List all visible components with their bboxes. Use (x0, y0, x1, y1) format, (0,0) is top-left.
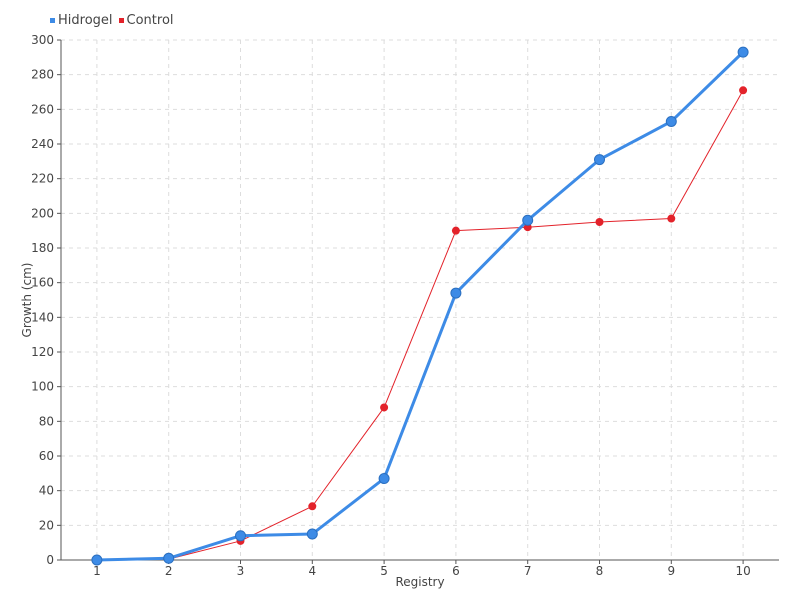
y-tick-label: 20 (39, 518, 54, 532)
point-control (308, 502, 317, 511)
x-tick-label: 3 (237, 564, 245, 578)
point-hidrogel (91, 554, 103, 566)
y-tick-label: 80 (39, 414, 54, 428)
series-line-control (96, 90, 744, 561)
y-tick-label: 200 (31, 206, 54, 220)
point-hidrogel (665, 115, 677, 127)
y-axis-title: Growth (cm) (20, 263, 34, 338)
point-hidrogel (235, 530, 246, 542)
point-control (595, 218, 604, 226)
y-tick-label: 120 (31, 345, 54, 359)
series-line-hidrogel (96, 51, 745, 562)
point-control (380, 403, 389, 412)
y-tick-label: 220 (31, 172, 54, 186)
x-tick-label: 9 (667, 564, 675, 578)
point-hidrogel (522, 214, 534, 226)
point-hidrogel (378, 473, 390, 485)
point-hidrogel (450, 287, 462, 299)
chart-legend: Hidrogel Control (50, 13, 174, 28)
legend-swatch-control (118, 18, 124, 23)
y-tick-label: 140 (31, 310, 54, 324)
y-tick-label: 260 (31, 102, 54, 116)
legend-item-hidrogel[interactable]: Hidrogel (50, 13, 113, 28)
x-tick-label: 6 (452, 564, 460, 578)
legend-label-control: Control (126, 13, 174, 28)
point-control (739, 86, 748, 95)
y-tick-label: 100 (31, 380, 54, 394)
x-tick-label: 5 (380, 564, 388, 578)
axes: 0 20 40 60 80 100 120 140 160 180 200 220 240 260 280 3… (31, 33, 779, 578)
y-tick-label: 240 (31, 137, 54, 151)
y-tick-label: 40 (39, 484, 54, 498)
point-hidrogel (594, 154, 605, 166)
y-tick-label: 0 (46, 553, 54, 567)
point-hidrogel (163, 552, 175, 564)
y-tick-label: 180 (31, 241, 54, 255)
point-hidrogel (737, 46, 749, 58)
grid-lines (61, 39, 779, 560)
point-control (451, 226, 460, 235)
y-tick-label: 160 (31, 276, 54, 290)
x-tick-label: 7 (524, 564, 532, 578)
legend-item-control[interactable]: Control (118, 13, 174, 28)
legend-label-hidrogel: Hidrogel (58, 13, 113, 28)
x-tick-label: 4 (308, 564, 316, 578)
x-axis-title: Registry (395, 575, 444, 589)
legend-swatch-hidrogel (50, 18, 55, 23)
x-tick-label: 2 (165, 564, 173, 578)
y-tick-label: 280 (31, 68, 54, 82)
y-tick-label: 60 (39, 449, 54, 463)
point-hidrogel (306, 528, 318, 540)
x-tick-label: 10 (735, 564, 750, 578)
point-control (667, 214, 676, 223)
x-tick-label: 1 (93, 564, 101, 578)
series-layer (91, 46, 749, 566)
x-tick-label: 8 (596, 564, 604, 578)
y-tick-label: 300 (31, 33, 54, 47)
